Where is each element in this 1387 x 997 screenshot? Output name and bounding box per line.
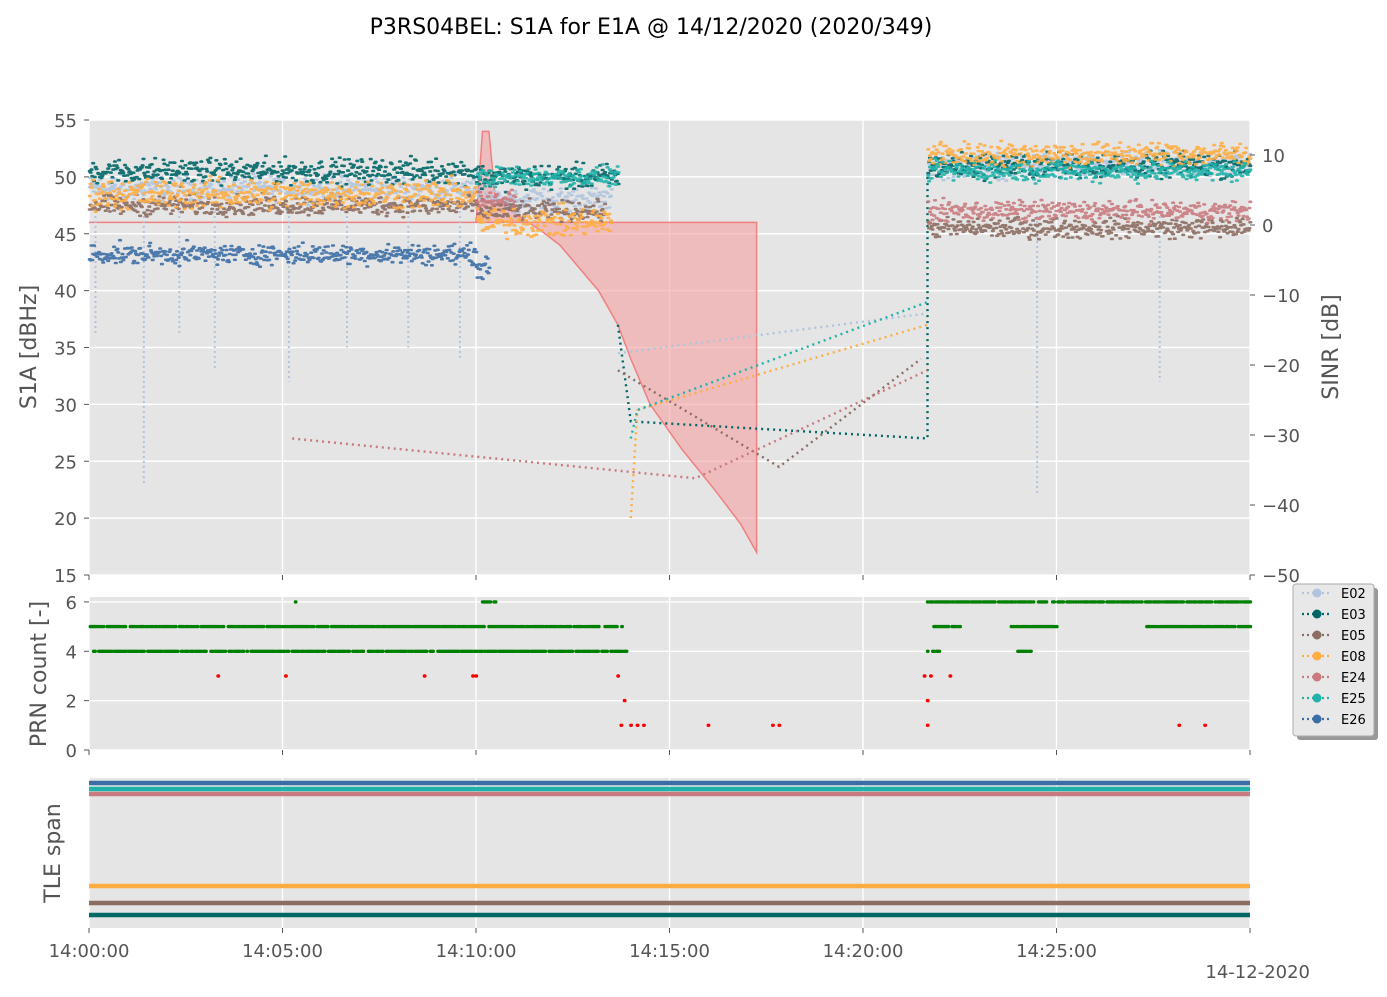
series-points	[474, 188, 1253, 226]
legend-marker	[1312, 609, 1322, 619]
legend-label: E05	[1341, 629, 1366, 644]
series-points	[474, 157, 1253, 189]
y-tick-label: 2	[66, 692, 77, 713]
date-label: 14-12-2020	[1205, 962, 1310, 983]
series-points	[87, 139, 1253, 241]
y2-tick-label: 0	[1262, 216, 1273, 237]
x-tick-label: 14:05:00	[242, 941, 323, 962]
x-tick-label: 14:20:00	[823, 941, 904, 962]
y-tick-label: 0	[66, 741, 77, 762]
legend-label: E08	[1341, 650, 1366, 665]
s1a-panel: 15 20 25 30 35 40 45 50 55 −50 −40 −30 −20 −10 0 10 S1…	[17, 111, 1344, 587]
chart-title: P3RS04BEL: S1A for E1A @ 14/12/2020 (202…	[370, 15, 933, 40]
legend-item-e02: E02	[1302, 587, 1366, 602]
series-tail	[617, 312, 928, 355]
s1a-series-e25	[474, 157, 1253, 439]
tle-y-label: TLE span	[41, 803, 66, 903]
y-tick-label: 30	[54, 395, 77, 416]
legend-item-e03: E03	[1302, 608, 1366, 623]
x-tick-label: 14:10:00	[436, 941, 517, 962]
y2-tick-label: −30	[1262, 426, 1300, 447]
y-tick-label: 6	[66, 593, 77, 614]
legend-marker	[1312, 651, 1322, 661]
legend-marker	[1312, 693, 1322, 703]
series-points	[87, 238, 492, 281]
sinr-area	[89, 130, 758, 556]
legend-items: E02 E03 E05 E08 E24 E25 E26	[1302, 587, 1366, 728]
prn-points	[88, 600, 1253, 727]
y-tick-label: 25	[54, 452, 77, 473]
sinr-y-label: SINR [dB]	[1319, 294, 1344, 399]
legend-label: E25	[1341, 692, 1366, 707]
prn-y-ticks: 0 2 4 6	[66, 593, 89, 762]
legend: E02 E03 E05 E08 E24 E25 E26	[1292, 583, 1378, 740]
s1a-series	[87, 139, 1253, 519]
series-tail	[629, 300, 928, 439]
legend-label: E02	[1341, 587, 1366, 602]
s1a-series-e26	[87, 238, 492, 281]
y-tick-label: 4	[66, 642, 77, 663]
legend-item-e25: E25	[1302, 692, 1366, 707]
legend-marker	[1312, 588, 1322, 598]
s1a-y-ticks: 15 20 25 30 35 40 45 50 55	[54, 111, 89, 587]
tle-lines	[89, 780, 1250, 918]
series-tail	[629, 323, 928, 519]
x-tick-label: 14:15:00	[629, 941, 710, 962]
y2-tick-label: 10	[1262, 146, 1285, 167]
y-tick-label: 55	[54, 111, 77, 132]
y2-tick-label: −40	[1262, 496, 1300, 517]
y-tick-label: 40	[54, 282, 77, 303]
legend-item-e24: E24	[1302, 671, 1366, 686]
y-tick-label: 50	[54, 168, 77, 189]
y2-tick-label: −50	[1262, 566, 1300, 587]
y-tick-label: 45	[54, 225, 77, 246]
legend-marker	[1312, 630, 1322, 640]
legend-item-e26: E26	[1302, 713, 1366, 728]
y-tick-label: 15	[54, 566, 77, 587]
tle-panel: 14:00:00 14:05:00 14:10:00 14:15:00 14:20:00…	[41, 575, 1251, 962]
legend-marker	[1312, 714, 1322, 724]
x-tick-label: 14:25:00	[1016, 941, 1097, 962]
legend-item-e05: E05	[1302, 629, 1366, 644]
y2-tick-label: −10	[1262, 286, 1300, 307]
sinr-envelope	[89, 130, 758, 556]
s1a-y-label: S1A [dBHz]	[17, 285, 42, 409]
s1a-series-e08	[87, 139, 1253, 519]
y-tick-label: 35	[54, 339, 77, 360]
legend-label: E03	[1341, 608, 1366, 623]
y2-tick-label: −20	[1262, 356, 1300, 377]
prn-panel: 0 2 4 6 PRN count [-]	[27, 593, 1253, 762]
prn-y-label: PRN count [-]	[27, 601, 52, 747]
legend-marker	[1312, 672, 1322, 682]
legend-label: E26	[1341, 713, 1366, 728]
x-tick-label: 14:00:00	[49, 941, 130, 962]
legend-label: E24	[1341, 671, 1366, 686]
sinr-y-ticks: −50 −40 −30 −20 −10 0 10	[1250, 146, 1300, 587]
x-ticks: 14:00:00 14:05:00 14:10:00 14:15:00 14:20:00…	[49, 575, 1251, 962]
s1a-series-e24	[292, 188, 1253, 480]
legend-item-e08: E08	[1302, 650, 1366, 665]
y-tick-label: 20	[54, 509, 77, 530]
